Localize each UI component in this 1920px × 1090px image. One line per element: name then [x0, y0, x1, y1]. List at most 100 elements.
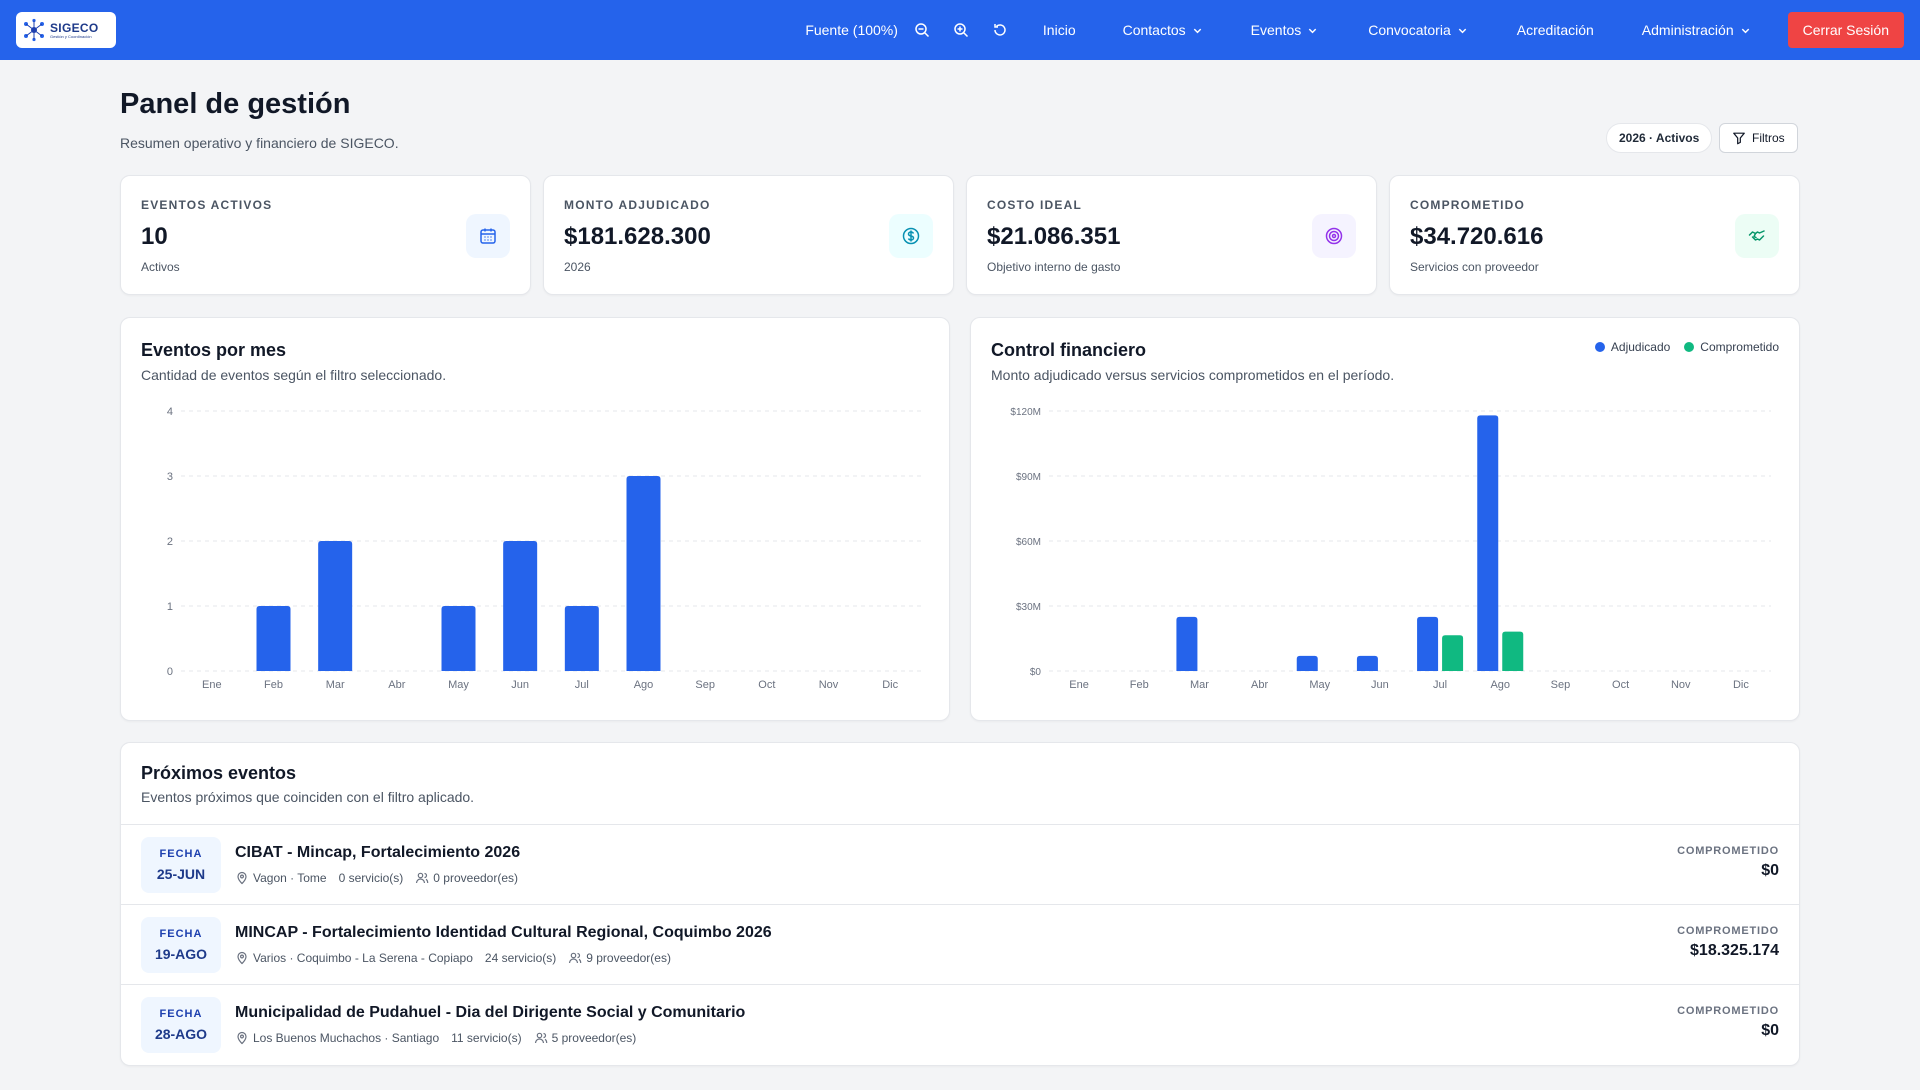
chart-title: Control financiero [991, 340, 1147, 360]
x-tick-label: Feb [264, 679, 283, 691]
x-tick-label: Mar [1190, 679, 1209, 691]
users-icon [569, 952, 582, 964]
y-tick-label: 4 [167, 406, 173, 418]
bar-jun-adjudicado [1356, 655, 1378, 671]
committed-value: $0 [1761, 862, 1779, 879]
logout-button[interactable]: Cerrar Sesión [1787, 12, 1904, 48]
x-tick-label: May [1309, 679, 1330, 691]
bar-may [441, 606, 476, 671]
committed-value: $0 [1761, 1022, 1779, 1039]
event-date: 28-AGO [154, 1026, 208, 1042]
section-title: Próximos eventos [141, 763, 297, 783]
event-date: 19-AGO [154, 946, 208, 962]
nav-administracion-label: Administración [1641, 22, 1734, 38]
x-tick-label: Ago [1490, 679, 1510, 691]
nav-contactos[interactable]: Contactos [1123, 22, 1203, 38]
page-subtitle: Resumen operativo y financiero de SIGECO… [120, 135, 399, 151]
kpi-value: $34.720.616 [1410, 223, 1544, 250]
font-size-label: Fuente (100%) [805, 22, 898, 38]
legend-label: Adjudicado [1610, 340, 1671, 354]
committed-label: COMPROMETIDO [1677, 1005, 1779, 1017]
upcoming-events-list: FECHA 25-JUN CIBAT - Mincap, Fortalecimi… [121, 824, 1799, 1064]
legend-dot [1684, 342, 1695, 352]
bar-ago-comprometido [1502, 631, 1524, 671]
kpi-value: 10 [141, 223, 168, 250]
map-pin-icon [237, 951, 247, 965]
y-tick-label: 2 [167, 536, 173, 548]
y-tick-label: $90M [1016, 472, 1041, 483]
nav-eventos-label: Eventos [1250, 22, 1302, 38]
nav-eventos[interactable]: Eventos [1251, 22, 1319, 38]
events-bar-chart: 0 1 2 3 4 Ene Feb Mar Abr May Jun Jul Ago Sep Oct Nov Di… [167, 406, 921, 691]
nav-contactos-label: Contactos [1122, 22, 1186, 38]
y-tick-label: $60M [1016, 537, 1041, 548]
event-providers: 0 proveedor(es) [433, 871, 519, 885]
nav-inicio-label: Inicio [1042, 22, 1076, 38]
kpi-subtitle: Servicios con proveedor [1410, 260, 1539, 274]
event-row[interactable]: FECHA 19-AGO MINCAP - Fortalecimiento Id… [121, 904, 1799, 984]
x-tick-label: Mar [326, 679, 345, 691]
sigeco-logo[interactable]: SIGECO Gestión y Coordinación [16, 12, 116, 48]
legend-dot [1594, 342, 1605, 352]
bar-jul-comprometido [1442, 635, 1464, 671]
zoom-out-icon[interactable] [912, 20, 932, 40]
nav-acreditacion[interactable]: Acreditación [1517, 22, 1594, 38]
events-per-month-card: Eventos por mes Cantidad de eventos segú… [120, 317, 950, 721]
event-date: 25-JUN [156, 866, 206, 882]
filters-button[interactable]: Filtros [1719, 123, 1798, 153]
event-providers: 5 proveedor(es) [551, 1031, 637, 1045]
x-tick-label: Nov [819, 679, 839, 691]
nav-convocatoria-label: Convocatoria [1368, 22, 1451, 38]
top-navbar: SIGECO Gestión y Coordinación Fuente (10… [0, 0, 1920, 60]
zoom-in-icon[interactable] [951, 20, 971, 40]
map-pin-icon [237, 871, 247, 885]
event-title: MINCAP - Fortalecimiento Identidad Cultu… [235, 924, 772, 941]
bar-jul [564, 606, 599, 671]
dollar-icon [889, 214, 933, 258]
event-meta: Los Buenos Muchachos · Santiago 11 servi… [235, 1031, 636, 1045]
event-services: 24 servicio(s) [484, 951, 557, 965]
nav-administracion[interactable]: Administración [1642, 22, 1751, 38]
kpi-label: EVENTOS ACTIVOS [141, 198, 273, 212]
x-tick-label: Nov [1671, 679, 1691, 691]
bar-jun [503, 541, 538, 671]
map-pin-icon [237, 1031, 247, 1045]
event-date-badge: FECHA 25-JUN [141, 837, 221, 893]
x-tick-label: Jul [1433, 679, 1447, 691]
chart-title: Eventos por mes [141, 340, 287, 360]
nav-inicio[interactable]: Inicio [1043, 22, 1076, 38]
kpi-value: $21.086.351 [987, 223, 1121, 250]
x-tick-label: Jul [575, 679, 589, 691]
users-icon [534, 1032, 547, 1044]
nav-convocatoria[interactable]: Convocatoria [1368, 22, 1468, 38]
legend-item-comprometido: Comprometido [1684, 340, 1779, 354]
chart-subtitle: Cantidad de eventos según el filtro sele… [141, 367, 447, 383]
event-row[interactable]: FECHA 25-JUN CIBAT - Mincap, Fortalecimi… [121, 824, 1799, 904]
x-tick-label: Ago [634, 679, 654, 691]
x-tick-label: Abr [1251, 679, 1268, 691]
page-title: Panel de gestión [120, 88, 351, 120]
kpi-card-monto-adjudicado: MONTO ADJUDICADO $181.628.300 2026 [543, 175, 954, 295]
event-committed: COMPROMETIDO $18.325.174 [1677, 925, 1779, 960]
chevron-down-icon [1193, 28, 1201, 33]
kpi-label: COSTO IDEAL [987, 198, 1082, 212]
calendar-icon [466, 214, 510, 258]
x-tick-label: Ene [202, 679, 222, 691]
kpi-label: MONTO ADJUDICADO [564, 198, 711, 212]
event-row[interactable]: FECHA 28-AGO Municipalidad de Pudahuel -… [121, 984, 1799, 1064]
kpi-label: COMPROMETIDO [1410, 198, 1526, 212]
y-tick-label: 0 [167, 666, 173, 678]
event-meta: Vagon · Tome 0 servicio(s) 0 proveedor(e… [235, 871, 518, 885]
filters-button-label: Filtros [1752, 131, 1785, 145]
x-tick-label: Jun [511, 679, 529, 691]
legend-label: Comprometido [1700, 340, 1779, 354]
bar-may-adjudicado [1296, 655, 1318, 671]
chart-subtitle: Monto adjudicado versus servicios compro… [991, 367, 1395, 383]
event-place: Vagon · Tome [253, 871, 327, 885]
x-tick-label: May [448, 679, 469, 691]
event-providers: 9 proveedor(es) [586, 951, 671, 965]
x-tick-label: Jun [1371, 679, 1389, 691]
event-date-badge: FECHA 28-AGO [141, 997, 221, 1053]
kpi-card-comprometido: COMPROMETIDO $34.720.616 Servicios con p… [1389, 175, 1800, 295]
reset-font-icon[interactable] [990, 20, 1010, 40]
